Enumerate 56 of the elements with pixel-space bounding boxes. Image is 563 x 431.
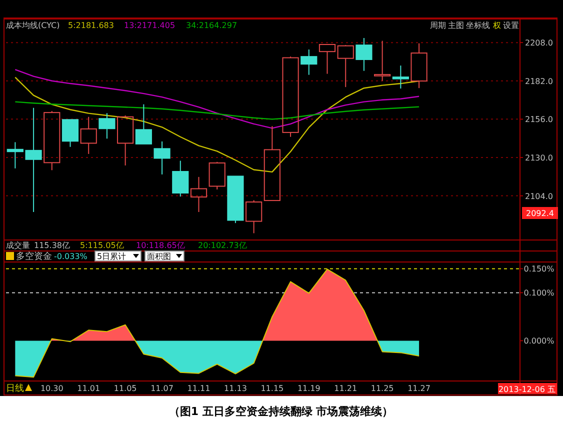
candlestick (318, 44, 336, 74)
text: （图1 五日多空资金持续翻绿 市场震荡维续） (168, 405, 394, 418)
text: 面积图 (147, 252, 171, 261)
text: 115.38亿 (34, 241, 70, 250)
y-tick-label: 2156.0 (525, 115, 553, 124)
text: 权 (492, 21, 501, 30)
text: 多空资金 (16, 251, 52, 262)
candlestick (80, 116, 97, 154)
x-tick-label: 11.21 (334, 384, 358, 393)
text: 主图 (448, 21, 464, 30)
text: 设置 (503, 21, 519, 30)
text: 5日累计 (97, 252, 126, 261)
x-tick-label: 11.07 (150, 384, 174, 393)
x-tick-label: 11.25 (370, 384, 394, 393)
text: 34:2164.297 (186, 21, 238, 30)
x-tick-label: 10.30 (40, 384, 64, 393)
x-tick-label: 11.15 (260, 384, 284, 393)
x-tick-label: 11.27 (408, 384, 430, 393)
candlestick (62, 119, 79, 148)
text: -0.033% (54, 252, 88, 261)
text: 坐标线 (466, 21, 490, 30)
text: 10:118.65亿 (136, 241, 185, 250)
candlestick (300, 49, 318, 76)
text: 5:115.05亿 (80, 241, 124, 250)
candlestick (98, 112, 116, 140)
x-tick-label: 11.05 (114, 384, 137, 393)
x-tick-label: 11.19 (297, 384, 320, 393)
x-tick-label: 11.01 (77, 384, 100, 393)
y-tick-label: 2208.0 (525, 38, 553, 48)
text: 2092.4 (526, 209, 554, 218)
x-tick-label: 11.13 (224, 384, 247, 393)
x-tick-label: 11.11 (187, 384, 210, 393)
line-series (14, 101, 420, 120)
text: 5:2181.683 (68, 21, 114, 30)
candlestick (190, 176, 208, 213)
candlestick (392, 65, 409, 90)
y-tick-label: 2182.0 (525, 76, 553, 86)
y-tick-label: 0.100% (524, 288, 555, 298)
text: 20:102.73亿 (198, 241, 247, 250)
candlestick (135, 104, 152, 144)
candlestick (264, 126, 280, 202)
candlestick (374, 40, 391, 82)
y-tick-label: 0.000% (524, 336, 555, 346)
candlestick (154, 140, 170, 175)
candlestick (410, 42, 428, 89)
text: 日线 (6, 383, 24, 394)
text: 周期 (430, 21, 446, 30)
text: 13:2171.405 (124, 21, 176, 30)
y-tick-label: 2130.0 (525, 153, 553, 162)
y-tick-label: 2104.0 (525, 192, 553, 201)
text: 2013-12-06 五 (498, 385, 556, 394)
annotation: 成本均线(CYC) (6, 21, 60, 30)
text: 成交量 (6, 241, 30, 250)
y-tick-label: 0.150% (524, 264, 555, 274)
candlestick (356, 38, 372, 72)
line-series (14, 68, 420, 129)
